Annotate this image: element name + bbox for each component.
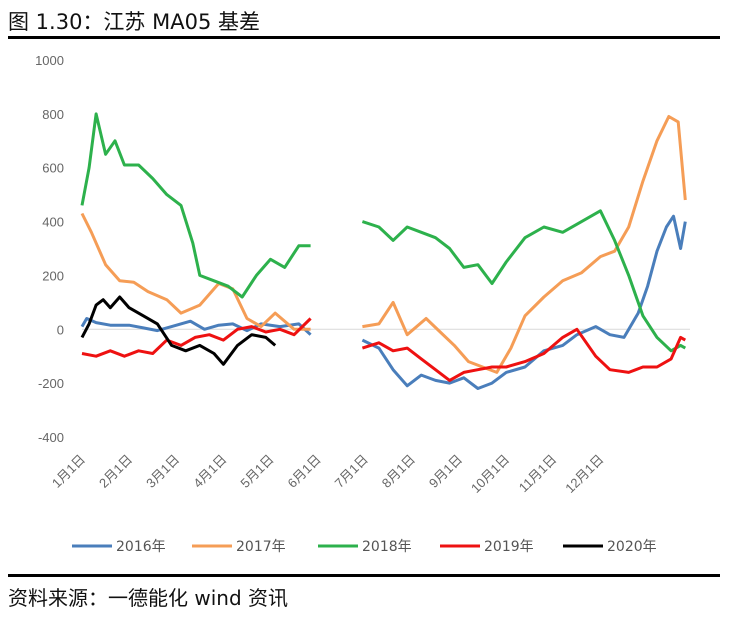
series-line-2016年: [80, 317, 312, 336]
figure-title: 图 1.30：江苏 MA05 基差: [8, 10, 260, 34]
y-tick-label: 600: [42, 161, 64, 176]
series-line-2019年: [81, 317, 312, 358]
series-line-2016年: [361, 214, 687, 390]
y-tick-label: 800: [42, 107, 64, 122]
series-line-2018年: [361, 209, 687, 353]
legend-label: 2018年: [362, 539, 412, 555]
axis-layer: 1000 800 600 400 200 0 -200 -400 1月1日 2月1日 3月1日 4月1…: [35, 53, 690, 496]
x-tick-label: 4月1日: [190, 452, 229, 491]
source-note: 资料来源：一德能化 wind 资讯: [8, 586, 288, 610]
x-tick-label: 2月1日: [96, 452, 135, 491]
x-tick-label: 10月1日: [468, 452, 512, 496]
series-line-2019年: [361, 327, 687, 382]
legend: 2016年 2017年 2018年 2019年 2020年: [72, 539, 657, 555]
series-line-2018年: [80, 112, 311, 299]
x-tick-label: 8月1日: [379, 452, 418, 491]
x-tick-label: 12月1日: [562, 452, 606, 496]
series-line-2017年: [362, 115, 687, 374]
title-rule: [8, 36, 720, 39]
y-tick-label: 200: [42, 268, 64, 283]
x-tick-label: 11月1日: [516, 452, 560, 496]
x-tick-label: 5月1日: [237, 452, 276, 491]
series-line-2017年: [80, 212, 311, 331]
y-tick-label: 0: [57, 322, 64, 337]
x-tick-label: 1月1日: [49, 452, 88, 491]
legend-label: 2016年: [116, 539, 166, 555]
legend-label: 2019年: [484, 539, 534, 555]
x-tick-label: 6月1日: [285, 452, 324, 491]
x-tick-label: 7月1日: [332, 452, 371, 491]
x-tick-label: 3月1日: [143, 452, 182, 491]
y-tick-label: -200: [38, 376, 64, 391]
series-layer: [80, 112, 687, 390]
series-line-2020年: [80, 295, 277, 366]
y-tick-label: -400: [38, 430, 64, 445]
x-tick-label: 9月1日: [426, 452, 465, 491]
y-tick-label: 400: [42, 215, 64, 230]
y-tick-label: 1000: [35, 53, 64, 68]
source-rule: [8, 574, 720, 577]
legend-label: 2020年: [607, 539, 657, 555]
legend-label: 2017年: [236, 539, 286, 555]
